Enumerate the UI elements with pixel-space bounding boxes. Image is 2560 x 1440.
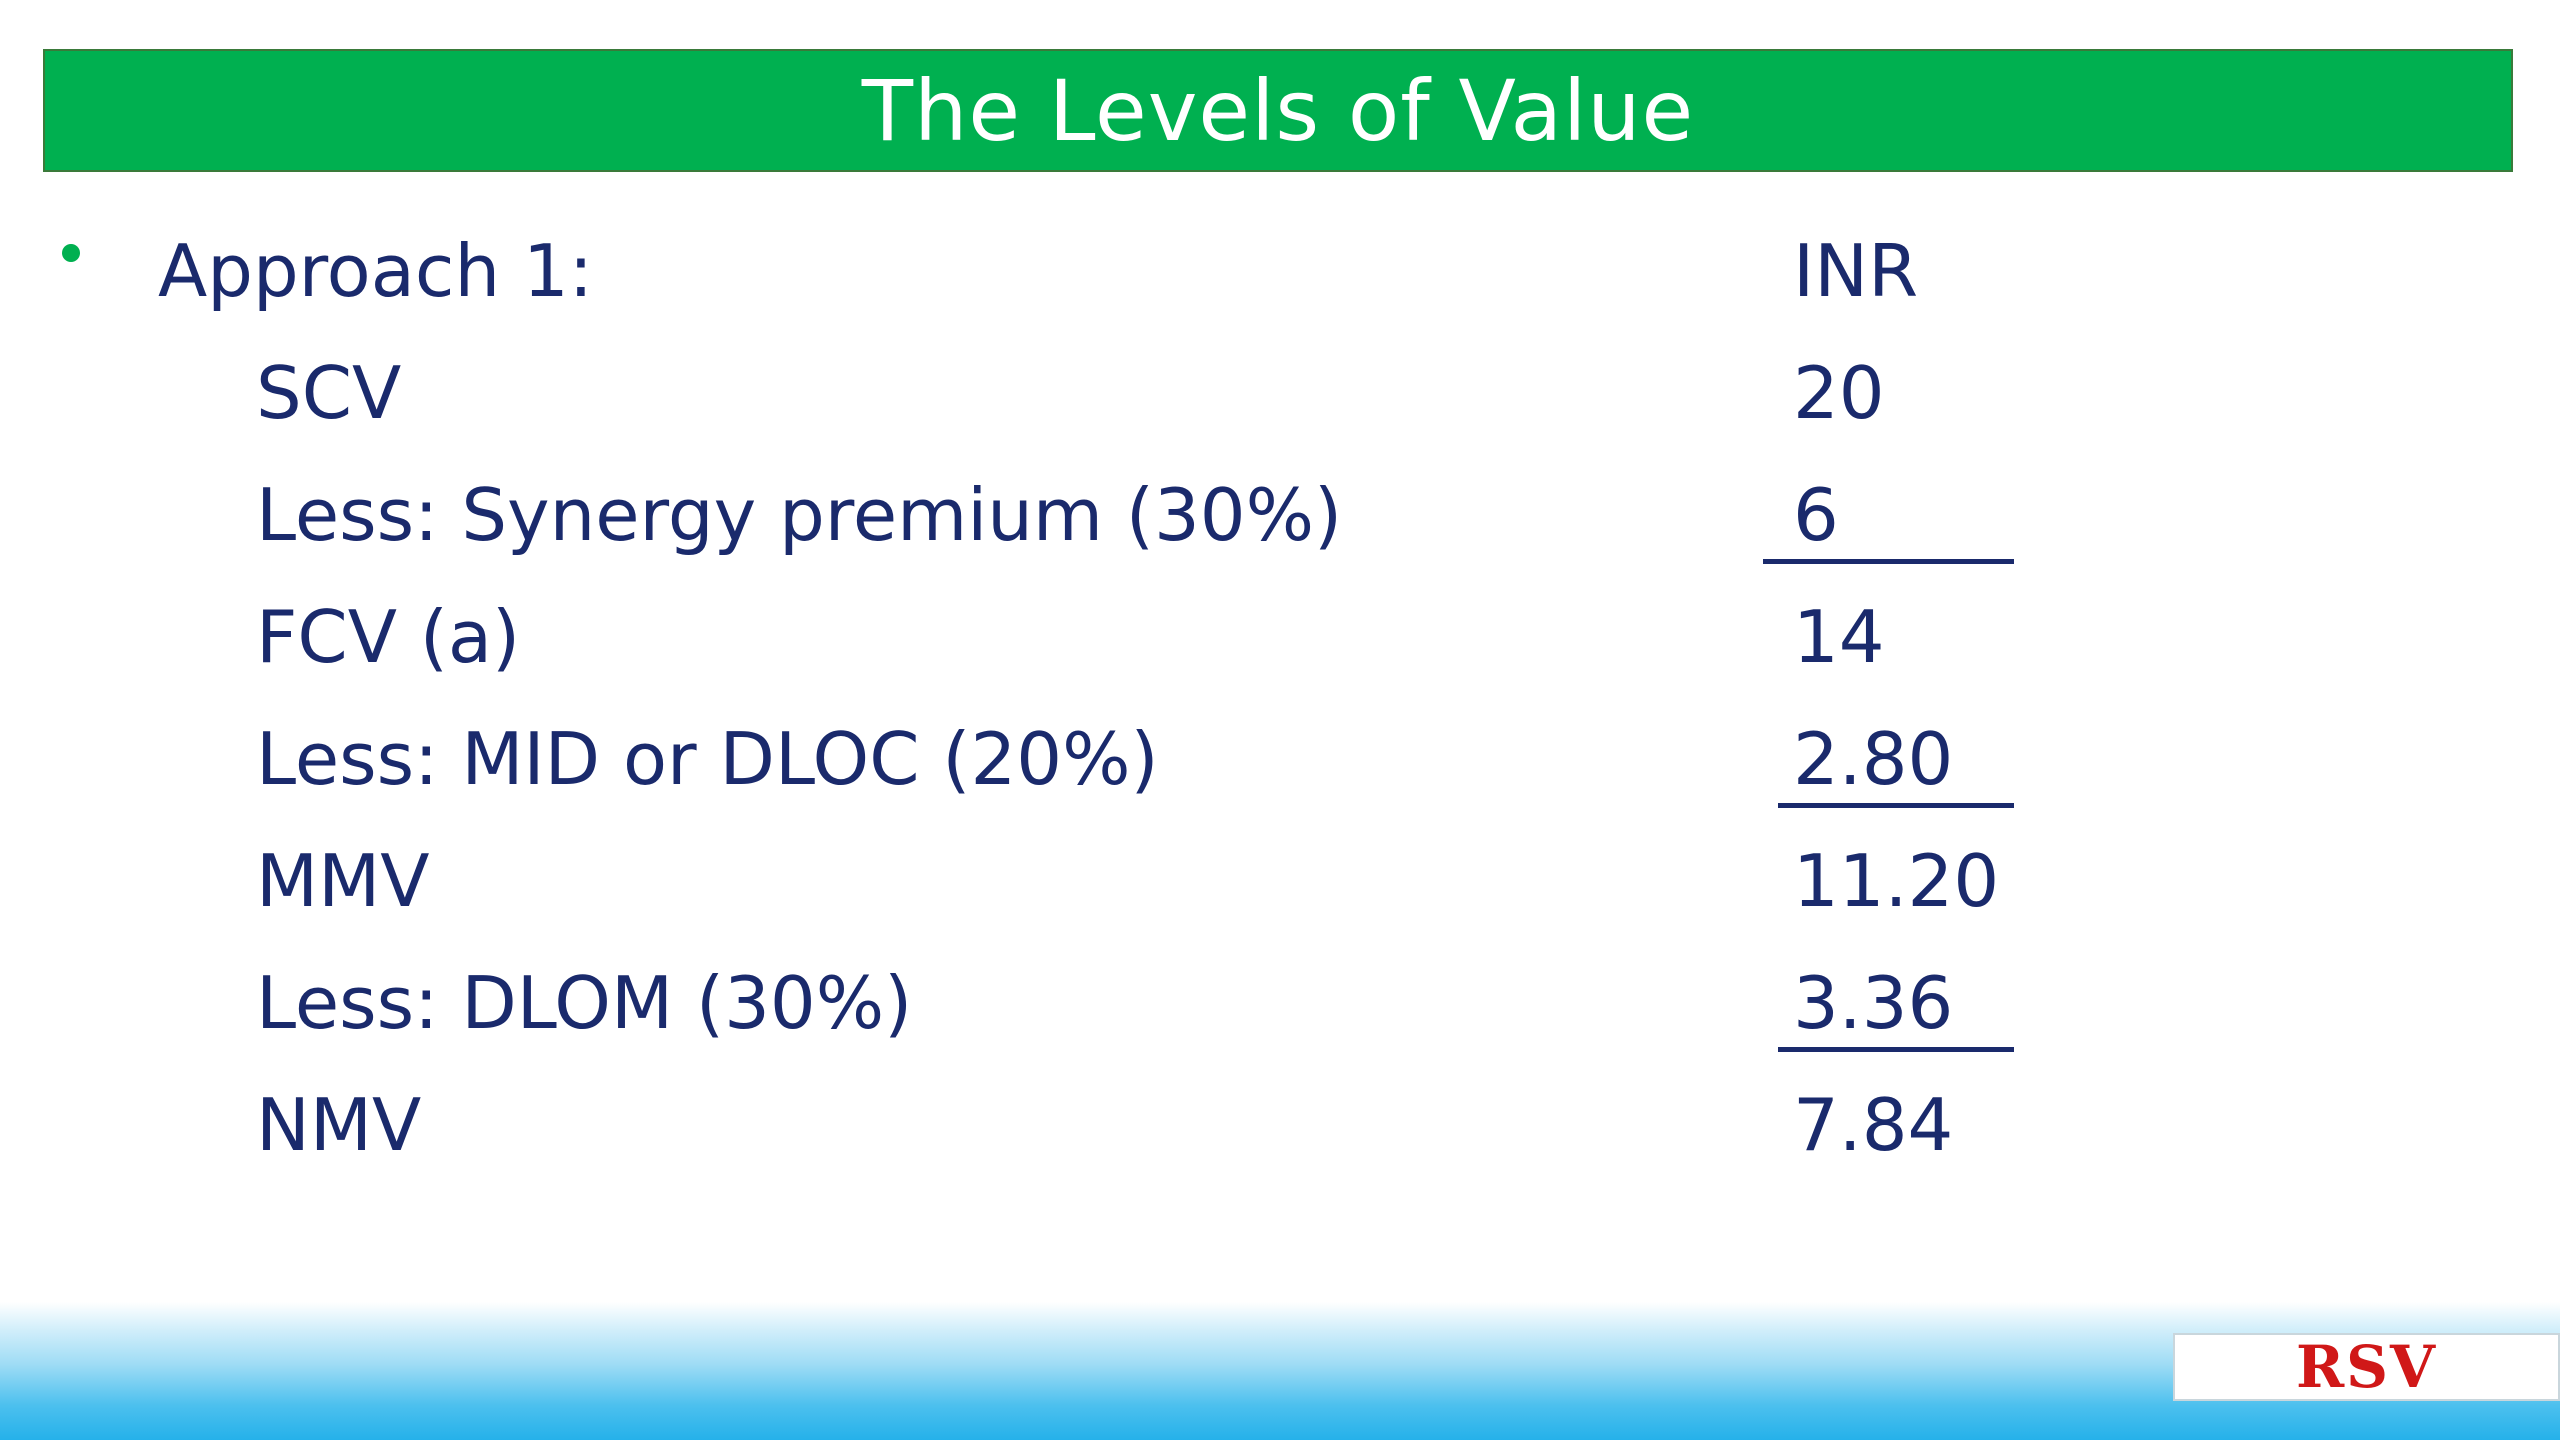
row-value: 6 (1793, 473, 1839, 557)
row-label: Approach 1: (158, 229, 594, 313)
title-bar: The Levels of Value (43, 49, 2513, 172)
row-value: 20 (1793, 351, 1885, 435)
row-value: 2.80 (1793, 717, 1954, 801)
row-label: Less: DLOM (30%) (256, 961, 913, 1045)
row-value: 7.84 (1793, 1083, 1954, 1167)
logo: RSV (2173, 1333, 2560, 1401)
row-value: 3.36 (1793, 961, 1954, 1045)
subtotal-underline (1778, 1047, 2014, 1052)
table-row: Approach 1: INR (0, 216, 2560, 326)
table-row: FCV (a) 14 (0, 582, 2560, 692)
row-label: Less: Synergy premium (30%) (256, 473, 1343, 557)
footer-band (0, 1302, 2560, 1440)
row-label: Less: MID or DLOC (20%) (256, 717, 1159, 801)
row-label: SCV (256, 351, 402, 435)
row-value: INR (1793, 229, 1919, 313)
slide-title: The Levels of Value (861, 61, 1695, 160)
row-value: 14 (1793, 595, 1885, 679)
row-label: FCV (a) (256, 595, 521, 679)
row-label: MMV (256, 839, 430, 923)
row-label: NMV (256, 1083, 422, 1167)
row-value: 11.20 (1793, 839, 2000, 923)
table-row: Less: DLOM (30%) 3.36 (0, 948, 2560, 1058)
table-row: MMV 11.20 (0, 826, 2560, 936)
subtotal-underline (1763, 559, 2014, 564)
bullet-icon (62, 244, 80, 262)
logo-text: RSV (2295, 1333, 2438, 1401)
subtotal-underline (1778, 803, 2014, 808)
table-row: Less: MID or DLOC (20%) 2.80 (0, 704, 2560, 814)
table-row: SCV 20 (0, 338, 2560, 448)
table-row: NMV 7.84 (0, 1070, 2560, 1180)
table-row: Less: Synergy premium (30%) 6 (0, 460, 2560, 570)
